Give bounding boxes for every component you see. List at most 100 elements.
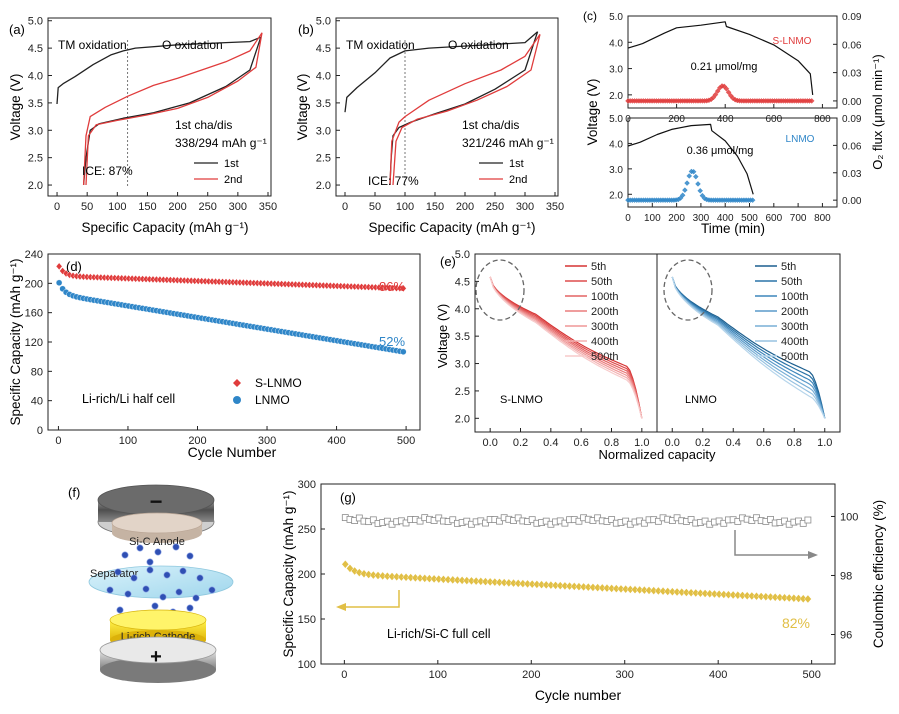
- flux-marker: [725, 89, 732, 96]
- y2-tick-label: 98: [840, 570, 852, 582]
- panel-label: (d): [66, 259, 82, 274]
- y-tick-label: 2.0: [28, 180, 43, 192]
- lithium-ion-icon: [106, 586, 114, 594]
- legend-label: 500th: [781, 351, 809, 363]
- y-tick-label: 2.0: [609, 190, 623, 201]
- discharge-line-300th: [671, 276, 826, 419]
- ce-marker: [561, 519, 569, 527]
- x-axis-title: Cycle number: [535, 687, 622, 703]
- lithium-ion-icon: [159, 593, 167, 601]
- discharge-curves: [489, 276, 826, 419]
- discharge-line-400th: [671, 276, 826, 419]
- y2-tick-label: 0.06: [842, 141, 862, 152]
- lithium-ion-icon: [130, 574, 138, 582]
- legend-label-1st: 1st: [224, 158, 239, 170]
- cathode-case: +: [99, 636, 217, 683]
- tm-oxidation-label: TM oxidation: [346, 38, 415, 52]
- y-tick-label: 4.0: [609, 139, 623, 150]
- x-axis-title: Cycle Number: [188, 444, 277, 460]
- x-tick-label: 0: [341, 669, 347, 681]
- lnmo-flux-annotation: 0.36 μmol/mg: [687, 145, 754, 157]
- y-tick-label: 300: [298, 479, 316, 491]
- y-tick-label: 160: [25, 308, 43, 320]
- ce-marker: [720, 519, 728, 527]
- capacity-arrowhead-icon: [336, 603, 346, 611]
- x-axis-title: Specific Capacity (mAh g⁻¹): [369, 220, 536, 235]
- panel-b: (b) 0 50 100 150 200 250 300 350 2.0 2.5 3.0 3.5 4.0…: [295, 16, 564, 235]
- plot-frame-top: [627, 15, 838, 109]
- discharge-line-500th: [489, 276, 643, 419]
- ce-marker: [734, 517, 742, 525]
- discharge-line-400th: [489, 276, 643, 419]
- x-tick-label: 0: [342, 201, 348, 213]
- o-oxidation-label: O oxidation: [162, 38, 223, 52]
- legend-label-2nd: 2nd: [224, 174, 242, 186]
- x-tick-label: 150: [138, 201, 156, 213]
- x-tick-label: 400: [709, 669, 727, 681]
- s-lnmo-label: S-LNMO: [500, 394, 543, 406]
- lithium-ion-icon: [114, 568, 122, 576]
- discharge-line-300th: [489, 276, 643, 419]
- y-tick-label: 3.0: [609, 65, 623, 76]
- y-tick-label: 4.0: [316, 71, 331, 83]
- ce-marker: [640, 519, 648, 527]
- y-tick-label: 200: [25, 278, 43, 290]
- y-tick-label: 4.5: [316, 43, 331, 55]
- flux-marker: [712, 91, 719, 98]
- y-tick-label: 2.5: [455, 386, 470, 398]
- x-tick-label: 250: [199, 201, 217, 213]
- flux-marker: [699, 192, 706, 199]
- ce-marker: [654, 517, 662, 525]
- flux-marker: [728, 92, 734, 99]
- y-tick-label: 4.5: [28, 43, 43, 55]
- x-tick-label: 100: [119, 435, 137, 447]
- series-line: [82, 32, 263, 186]
- flux-marker: [749, 197, 756, 203]
- y2-tick-label: 96: [840, 629, 852, 641]
- panel-label: (g): [340, 490, 356, 505]
- legend-label-2nd: 2nd: [509, 174, 527, 186]
- flux-marker: [695, 181, 701, 187]
- x-tick-label: 100: [644, 213, 661, 224]
- series-line: [392, 34, 541, 186]
- flux-marker: [697, 188, 703, 194]
- x-tick-label: 150: [426, 201, 444, 213]
- y-tick-label: 2.5: [316, 153, 331, 165]
- y-axis-title: Voltage (V): [435, 304, 450, 368]
- x-tick-label: 0: [625, 114, 631, 125]
- capacity-marker: [804, 594, 812, 604]
- x-tick-label: 0.8: [604, 437, 619, 449]
- flux-marker: [677, 195, 684, 201]
- y-tick-label: 3.0: [609, 165, 623, 176]
- x-tick-label: 1.0: [634, 437, 649, 449]
- x-tick-label: 100: [108, 201, 126, 213]
- lnmo-label: LNMO: [786, 134, 815, 145]
- x-tick-label: 350: [259, 201, 277, 213]
- lithium-ion-icon: [192, 594, 200, 602]
- legend-label-1st: 1st: [509, 158, 524, 170]
- ce-marker: [804, 516, 812, 524]
- x-tick-label: 500: [741, 213, 758, 224]
- y-tick-label: 4.5: [455, 276, 470, 288]
- y2-tick-label: 0.03: [842, 69, 862, 80]
- capacity-values: 321/246 mAh g⁻¹: [462, 136, 554, 150]
- panel-a: (a) 0 50 100 150 200 250 300 350 2.0 2.5 3.0 3.5 4.0…: [8, 16, 277, 235]
- tm-oxidation-label: TM oxidation: [58, 38, 127, 52]
- ce-axis-arrow: [734, 530, 810, 556]
- x-tick-label: 400: [717, 213, 734, 224]
- cell-annotation: Li-rich/Si-C full cell: [387, 627, 491, 641]
- y-tick-label: 3.5: [316, 98, 331, 110]
- y-tick-label: 5.0: [316, 16, 331, 28]
- s-lnmo-label: S-LNMO: [773, 36, 812, 47]
- legend-label: 100th: [781, 291, 809, 303]
- x-axis-title: Time (min): [701, 221, 765, 236]
- capacity-annotation: 1st cha/dis: [462, 118, 519, 132]
- panel-f-battery-schematic: (f) − Si-C Anode Separator Li-rich Catho…: [68, 484, 234, 683]
- y-tick-label: 2.0: [609, 91, 623, 102]
- y-tick-label: 4.0: [455, 304, 470, 316]
- x-tick-label: 0.4: [726, 437, 741, 449]
- legend: 5th 50th 100th 200th 300th 400th 500th 5th 50th 1…: [565, 261, 809, 363]
- y-tick-label: 5.0: [609, 12, 623, 23]
- ce-marker: [416, 517, 424, 525]
- separator-label: Separator: [90, 568, 139, 580]
